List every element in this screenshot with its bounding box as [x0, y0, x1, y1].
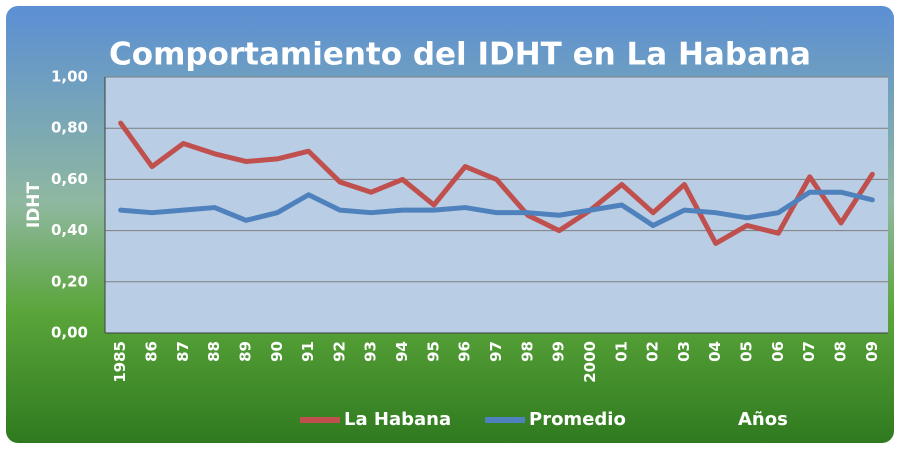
- x-tick-label: 06: [769, 341, 787, 362]
- chart-title: Comportamiento del IDHT en La Habana: [109, 37, 811, 73]
- x-tick-label: 92: [330, 341, 348, 362]
- y-tick-label: 0,00: [51, 324, 88, 342]
- x-tick-label: 09: [863, 341, 881, 362]
- x-tick-label: 05: [738, 341, 756, 362]
- x-tick-label: 03: [675, 341, 693, 362]
- legend-label: La Habana: [344, 409, 451, 430]
- x-tick-label: 91: [299, 341, 317, 362]
- x-tick-label: 1985: [111, 341, 129, 383]
- y-tick-label: 0,20: [51, 272, 88, 290]
- x-tick-label: 04: [706, 341, 724, 362]
- plot-area: [105, 77, 888, 333]
- x-tick-label: 01: [612, 341, 630, 362]
- x-tick-label: 96: [456, 341, 474, 362]
- x-tick-label: 02: [644, 341, 662, 362]
- x-tick-label: 08: [832, 341, 850, 362]
- legend-label: Promedio: [529, 409, 626, 430]
- y-axis-label: IDHT: [24, 181, 44, 228]
- series-line: [118, 120, 875, 246]
- x-tick-label: 86: [142, 341, 160, 362]
- x-axis-label: Años: [738, 409, 788, 430]
- x-tick-label: 87: [174, 341, 192, 362]
- x-tick-label: 99: [550, 341, 568, 362]
- y-tick-label: 0,40: [51, 221, 88, 239]
- x-tick-label: 93: [362, 341, 380, 362]
- x-tick-label: 98: [518, 341, 536, 362]
- x-tick-label: 07: [800, 341, 818, 362]
- y-tick-label: 1,00: [51, 68, 88, 86]
- series-line: [118, 189, 875, 228]
- x-tick-label: 94: [393, 341, 411, 362]
- y-tick-label: 0,60: [51, 170, 88, 188]
- x-tick-label: 88: [205, 341, 223, 362]
- x-tick-label: 89: [236, 341, 254, 362]
- x-tick-label: 97: [487, 341, 505, 362]
- y-tick-label: 0,80: [51, 119, 88, 137]
- x-tick-label: 90: [268, 341, 286, 362]
- x-tick-label: 95: [424, 341, 442, 362]
- x-tick-label: 2000: [581, 341, 599, 383]
